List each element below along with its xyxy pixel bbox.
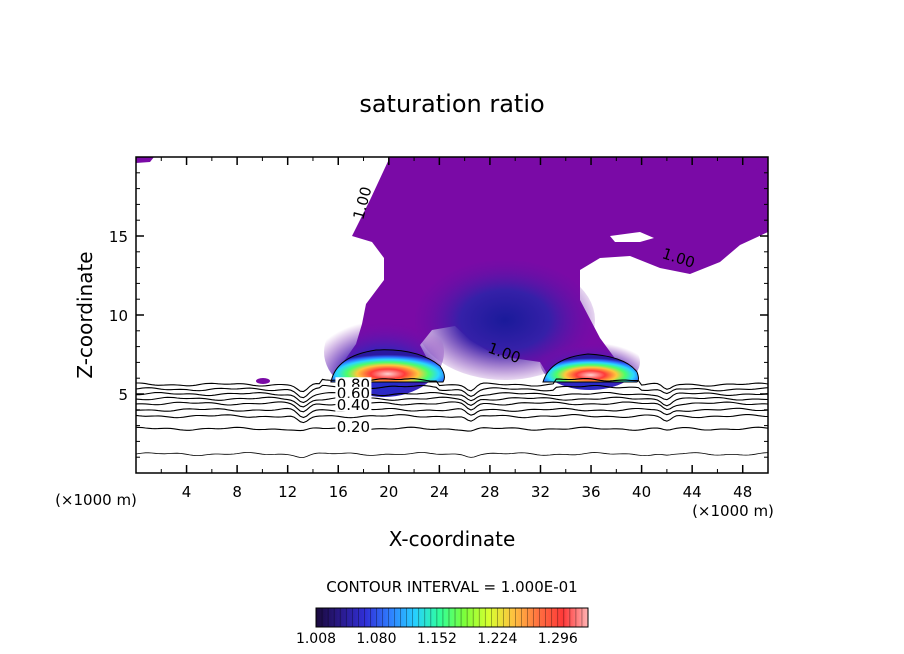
- x-tick-label: 4: [182, 483, 192, 501]
- x-tick-label: 28: [480, 483, 499, 501]
- supersaturated-speck: [256, 378, 270, 384]
- contour-line: [136, 377, 768, 393]
- contour-label-bg: [335, 419, 372, 434]
- y-axis-ticks: 5 10 15: [109, 172, 768, 458]
- x-axis-ticks: 4 8 12 16 20 24 28 32 36 40 44 48: [160, 157, 752, 501]
- plot-area: 1.001.001.000.800.600.400.20: [136, 157, 768, 458]
- contour-line: [136, 384, 768, 399]
- contour-line: [136, 401, 768, 413]
- colorbar-tick-label: 1.080: [356, 631, 396, 647]
- x-unit-right: (×1000 m): [692, 502, 774, 520]
- x-tick-label: 16: [329, 483, 348, 501]
- colorbar-gradient: [315, 607, 589, 628]
- supersaturated-patch-right: [742, 165, 768, 236]
- contour-label-bg: [335, 397, 372, 412]
- colorbar-tick-label: 1.152: [417, 631, 457, 647]
- x-tick-label: 12: [278, 483, 297, 501]
- contour-line: [136, 407, 768, 419]
- supersaturated-patch-topleft: [136, 157, 154, 163]
- x-tick-label: 44: [683, 483, 702, 501]
- x-tick-label: 40: [632, 483, 651, 501]
- contour-line: [136, 396, 768, 408]
- contour-interval-text: CONTOUR INTERVAL = 1.000E-01: [326, 578, 577, 596]
- colorbar-tick-label: 1.296: [538, 631, 578, 647]
- y-tick-label: 5: [118, 386, 128, 404]
- chart-title: saturation ratio: [359, 90, 544, 118]
- x-unit-left: (×1000 m): [55, 491, 137, 509]
- cloud-core-right: [542, 353, 639, 383]
- contour-line: [136, 414, 768, 424]
- clear-gap: [610, 232, 654, 242]
- x-tick-label: 20: [379, 483, 398, 501]
- contour-line: [136, 426, 768, 432]
- x-tick-label: 8: [232, 483, 242, 501]
- colorbar-lines: [321, 608, 583, 627]
- x-axis-label: X-coordinate: [389, 527, 516, 551]
- contour-line: [136, 452, 768, 458]
- contour-label: 0.40: [337, 396, 370, 414]
- x-tick-label: 24: [430, 483, 449, 501]
- x-tick-label: 36: [581, 483, 600, 501]
- colorbar-tick-label: 1.224: [477, 631, 517, 647]
- y-tick-label: 15: [109, 228, 128, 246]
- x-tick-label: 48: [733, 483, 752, 501]
- colorbar: 1.008 1.080 1.152 1.224 1.296: [296, 607, 589, 647]
- contour-labels: 1.001.001.000.800.600.400.20: [335, 185, 697, 436]
- contour-label: 0.20: [337, 418, 370, 436]
- subsaturated-contours: [136, 377, 768, 458]
- colorbar-ticks: 1.008 1.080 1.152 1.224 1.296: [296, 631, 578, 647]
- x-tick-label: 32: [531, 483, 550, 501]
- y-tick-label: 10: [109, 307, 128, 325]
- contour-label-bg: [335, 386, 372, 401]
- y-axis-label: Z-coordinate: [73, 251, 97, 378]
- contour-line: [136, 391, 768, 404]
- cloud-core-left: [330, 349, 445, 383]
- colorbar-tick-label: 1.008: [296, 631, 336, 647]
